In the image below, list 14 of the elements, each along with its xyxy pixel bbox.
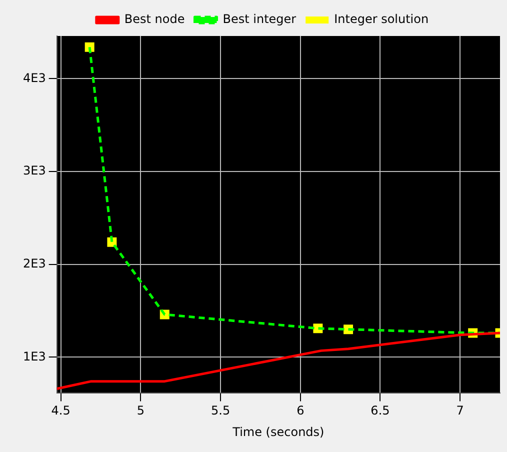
y-tick-label: 4E3 [22, 70, 46, 85]
x-tick-label: 6 [296, 404, 304, 418]
legend-label: Best node [124, 12, 185, 26]
x-axis-title: Time (seconds) [232, 424, 324, 439]
x-tick-label: 7 [456, 404, 464, 418]
x-tick-label: 5 [136, 404, 145, 418]
y-tick-label: 1E3 [22, 349, 46, 364]
y-tick-label: 3E3 [22, 164, 46, 178]
legend-label: Integer solution [334, 12, 429, 26]
y-tick-label: 2E3 [22, 256, 46, 270]
x-tick-label: 5.5 [210, 404, 230, 418]
x-tick-label: 6.5 [370, 404, 390, 418]
legend-label: Best integer [222, 12, 296, 26]
x-tick-label: 4.5 [51, 404, 70, 418]
